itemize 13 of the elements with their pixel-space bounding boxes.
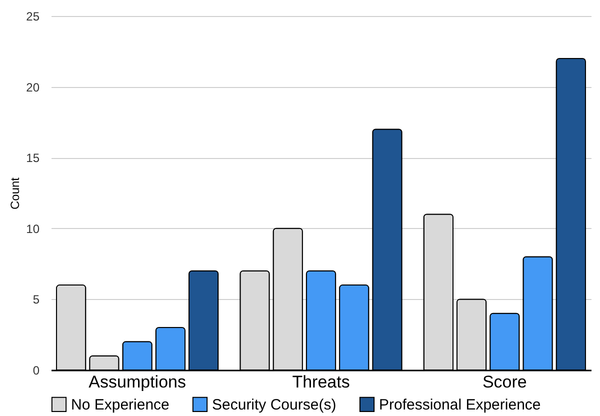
x-tick-label: Score xyxy=(482,372,527,392)
y-tick-label: 25 xyxy=(26,10,40,24)
y-tick-label: 0 xyxy=(32,364,40,378)
legend-label: Security Course(s) xyxy=(212,396,336,414)
y-tick-label: 15 xyxy=(26,151,40,166)
legend-label: Professional Experience xyxy=(379,396,541,414)
x-tick-label: Assumptions xyxy=(88,372,186,392)
y-tick-label: 5 xyxy=(32,292,40,307)
x-tick-label: Threats xyxy=(292,372,350,392)
y-tick-label: 10 xyxy=(26,222,40,236)
y-axis-title: Count xyxy=(8,176,22,210)
legend-label: No Experience xyxy=(71,396,170,414)
y-tick-label: 20 xyxy=(26,80,40,94)
